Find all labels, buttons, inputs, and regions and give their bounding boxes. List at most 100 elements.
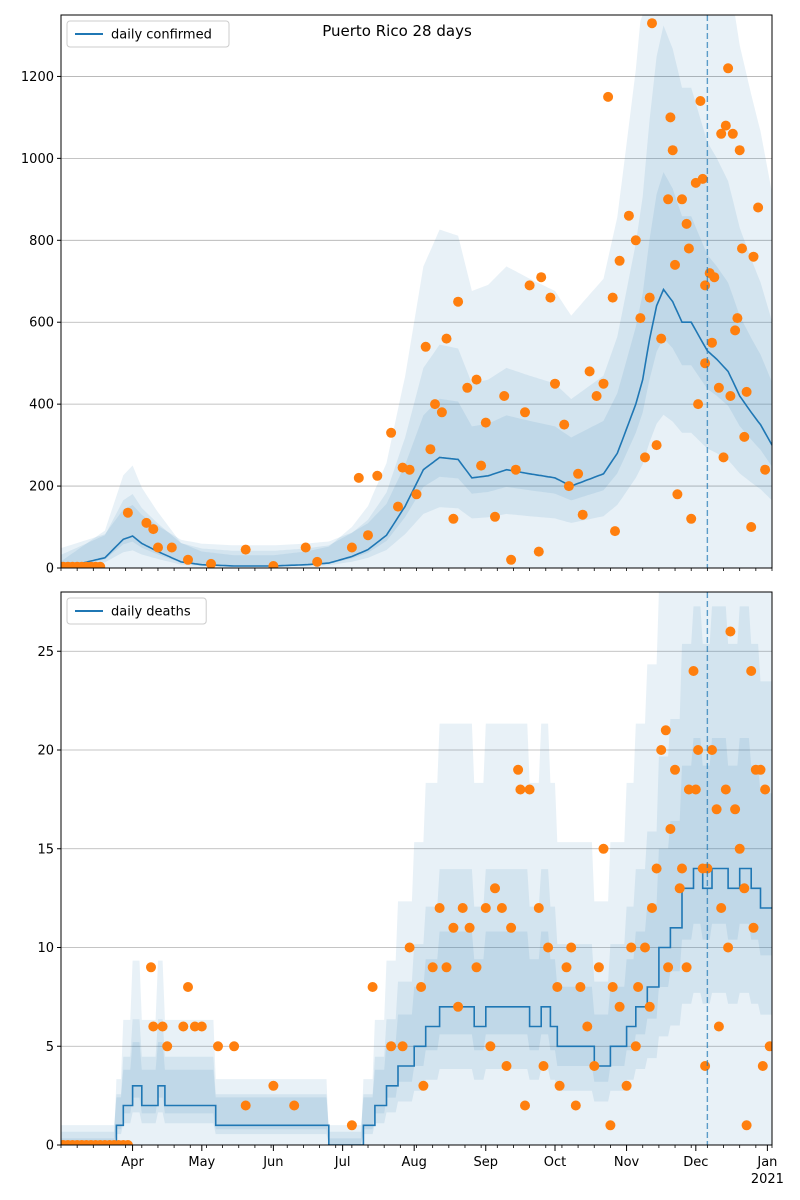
observed-point (630, 1041, 641, 1052)
uncertainty-band (61, 15, 772, 568)
observed-point (730, 804, 741, 815)
observed-point (667, 145, 678, 156)
observed-point (739, 883, 750, 894)
y-tick-label: 800 (29, 234, 54, 249)
observed-point (490, 883, 500, 894)
observed-point (677, 194, 687, 205)
observed-point (640, 452, 650, 463)
observed-point (720, 784, 731, 795)
observed-point (268, 1080, 279, 1091)
observed-point (570, 1100, 581, 1111)
observed-point (411, 489, 422, 500)
observed-point (764, 1041, 772, 1052)
observed-point (240, 544, 251, 555)
observed-point (591, 391, 602, 401)
observed-point (748, 251, 759, 262)
observed-point (573, 468, 584, 479)
observed-point (644, 292, 655, 303)
observed-point (716, 128, 727, 139)
observed-point (598, 378, 609, 389)
observed-point (713, 1021, 724, 1032)
observed-point (268, 561, 279, 568)
observed-point (545, 292, 556, 303)
x-tick-label: Aug (401, 1155, 426, 1170)
observed-point (725, 391, 736, 401)
observed-point (122, 1140, 133, 1145)
observed-point (610, 526, 620, 537)
legend-box (66, 20, 230, 48)
observed-point (183, 554, 193, 565)
observed-point (543, 942, 554, 953)
observed-point (240, 1100, 251, 1111)
observed-point (656, 333, 667, 344)
observed-point (760, 784, 771, 795)
observed-point (603, 91, 614, 102)
y-tick-label: 20 (37, 744, 54, 759)
observed-point (289, 1100, 300, 1111)
x-tick-label: Jun (262, 1155, 283, 1170)
observed-point (561, 962, 572, 973)
observed-point (593, 962, 604, 973)
observed-point (633, 982, 644, 992)
x-tick-label: May (188, 1155, 215, 1170)
observed-point (513, 764, 524, 775)
observed-point (718, 452, 729, 463)
observed-point (146, 962, 156, 973)
observed-point (651, 863, 662, 874)
legend-label: daily deaths (111, 605, 191, 620)
observed-point (95, 561, 106, 568)
observed-point (734, 145, 745, 156)
observed-point (688, 666, 699, 676)
observed-point (499, 391, 510, 401)
x-tick-label: Sep (473, 1155, 498, 1170)
model-line (61, 867, 772, 1145)
uncertainty-band (61, 172, 772, 568)
observed-point (707, 745, 717, 755)
observed-point (153, 542, 163, 553)
uncertainty-band (61, 606, 772, 1145)
observed-point (427, 962, 438, 973)
observed-point (753, 202, 764, 213)
y-tick-label: 200 (29, 480, 54, 495)
y-tick-label: 0 (46, 562, 54, 577)
observed-point (702, 863, 713, 874)
deaths-panel: 0 5 10 15 20 25 Apr May Jun Jul Aug Sep Oct Nov Dec Jan… (37, 591, 784, 1187)
observed-point (672, 489, 683, 500)
observed-point (420, 341, 431, 352)
observed-point (550, 378, 560, 389)
observed-point (635, 313, 646, 324)
observed-point (737, 243, 747, 254)
x-tick-label: Nov (614, 1155, 640, 1170)
observed-point (552, 982, 563, 992)
observed-point (453, 296, 464, 307)
observed-point (640, 942, 650, 953)
observed-point (686, 513, 697, 524)
observed-point (524, 280, 535, 291)
observed-point (630, 235, 641, 246)
y-tick-label: 600 (29, 316, 54, 331)
observed-point (418, 1080, 429, 1091)
observed-point (367, 982, 378, 992)
observed-point (748, 922, 759, 933)
observed-point (700, 280, 711, 291)
observed-point (746, 666, 757, 676)
observed-point (755, 764, 766, 775)
observed-point (575, 982, 586, 992)
observed-point (584, 366, 595, 377)
observed-point (166, 542, 177, 553)
observed-point (501, 1061, 512, 1071)
observed-point (621, 1080, 632, 1091)
observed-point (720, 120, 731, 131)
x-tick-label: Oct (544, 1155, 566, 1170)
observed-point (393, 501, 403, 512)
observed-point (739, 431, 750, 442)
observed-point (510, 464, 521, 475)
observed-point (457, 903, 468, 913)
observed-point (683, 243, 694, 254)
observed-point (665, 824, 676, 834)
observed-point (660, 725, 671, 736)
legend-box (66, 597, 207, 625)
observed-point (148, 524, 159, 535)
x-tick-label: Jul (334, 1155, 351, 1170)
